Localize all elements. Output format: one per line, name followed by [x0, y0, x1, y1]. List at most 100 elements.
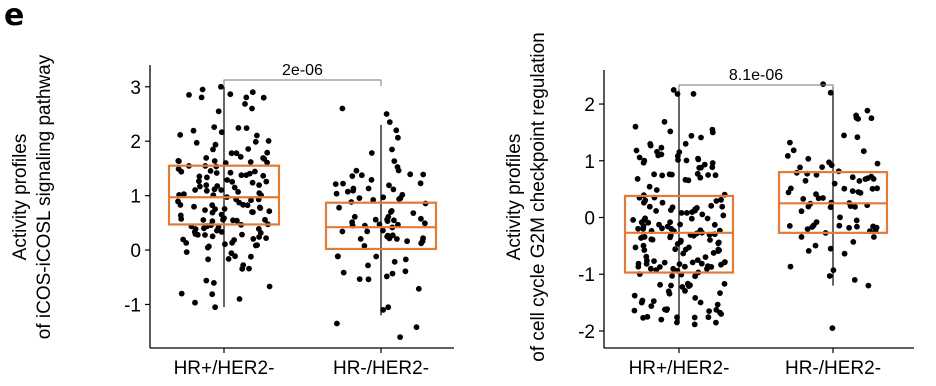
data-point: [712, 172, 719, 179]
data-point: [228, 150, 235, 157]
data-point: [692, 295, 699, 301]
data-point: [692, 273, 698, 280]
data-point: [632, 123, 639, 130]
data-point: [212, 304, 219, 311]
y-tick-label: 0: [130, 241, 141, 262]
data-point: [701, 161, 708, 168]
data-point: [413, 324, 420, 331]
data-point: [670, 87, 677, 93]
data-point: [706, 308, 712, 314]
data-point: [256, 182, 262, 189]
data-point: [638, 219, 645, 226]
data-point: [805, 248, 812, 254]
data-point: [239, 231, 245, 238]
x-tick-label: HR-/HER2-: [785, 358, 881, 379]
data-point: [263, 178, 270, 185]
data-point: [221, 206, 228, 212]
data-point: [710, 250, 717, 256]
data-point: [393, 127, 400, 134]
data-point: [256, 234, 262, 240]
data-point: [336, 204, 342, 211]
data-point: [186, 92, 192, 98]
data-point: [691, 321, 698, 328]
data-point: [368, 176, 375, 183]
pvalue-bracket: [223, 79, 382, 86]
data-point: [827, 245, 834, 252]
data-point: [857, 190, 864, 196]
x-tick-label: HR+/HER2-: [174, 358, 275, 379]
data-point: [198, 94, 205, 101]
data-point: [178, 168, 185, 175]
data-point: [357, 236, 364, 242]
data-point: [651, 258, 657, 264]
data-point: [196, 173, 203, 180]
data-point: [396, 196, 402, 202]
data-point: [841, 250, 848, 257]
data-point: [659, 199, 666, 206]
data-point: [176, 158, 182, 165]
data-point: [380, 307, 386, 313]
data-point: [370, 197, 377, 203]
data-point: [234, 217, 240, 224]
data-point: [645, 219, 652, 226]
data-point: [202, 232, 208, 238]
data-point: [265, 138, 272, 144]
data-point: [385, 213, 392, 220]
data-point: [827, 89, 834, 96]
y-axis-label: Activity profiles: [504, 134, 525, 261]
data-point: [211, 186, 218, 193]
y-axis-label: of cell cycle G2M checkpoint regulation: [528, 32, 549, 362]
data-point: [222, 241, 228, 248]
data-point: [391, 158, 398, 165]
data-point: [698, 260, 705, 267]
data-point: [874, 160, 881, 167]
data-point: [248, 197, 254, 204]
data-point: [708, 264, 715, 270]
data-point: [653, 208, 659, 214]
data-point: [380, 194, 387, 201]
data-point: [178, 216, 185, 222]
data-point: [865, 282, 872, 289]
data-point: [790, 147, 797, 154]
data-point: [665, 288, 672, 295]
data-point: [657, 281, 663, 288]
data-point: [820, 81, 826, 88]
data-point: [212, 141, 219, 148]
data-point: [249, 179, 256, 186]
data-point: [257, 205, 264, 212]
data-point: [332, 181, 339, 188]
data-point: [227, 169, 234, 176]
data-point: [243, 94, 250, 101]
data-point: [236, 199, 243, 206]
data-point: [388, 208, 395, 214]
data-point: [642, 197, 649, 204]
data-point: [260, 172, 267, 179]
data-point: [175, 198, 181, 205]
data-point: [819, 164, 825, 171]
data-point: [702, 254, 709, 260]
box-iqr: [167, 164, 281, 226]
data-point: [178, 290, 185, 297]
data-point: [854, 134, 861, 141]
data-point: [349, 173, 356, 180]
data-point: [210, 146, 216, 153]
data-point: [650, 298, 657, 304]
data-point: [246, 170, 253, 177]
data-point: [679, 284, 686, 290]
data-point: [373, 253, 380, 260]
y-tick-label: 3: [130, 78, 141, 99]
y-axis-label: of iCOS-iCOSL signaling pathway: [34, 54, 55, 339]
data-point: [190, 127, 197, 134]
data-point: [641, 157, 648, 164]
data-point: [670, 265, 677, 272]
y-tick-label: 0: [584, 209, 595, 230]
data-point: [410, 210, 417, 217]
data-point: [201, 225, 207, 232]
data-point: [849, 188, 856, 195]
data-point: [260, 155, 266, 161]
data-point: [691, 314, 698, 321]
data-point: [631, 307, 638, 314]
data-point: [643, 253, 650, 260]
data-point: [333, 190, 340, 197]
data-point: [339, 228, 346, 235]
